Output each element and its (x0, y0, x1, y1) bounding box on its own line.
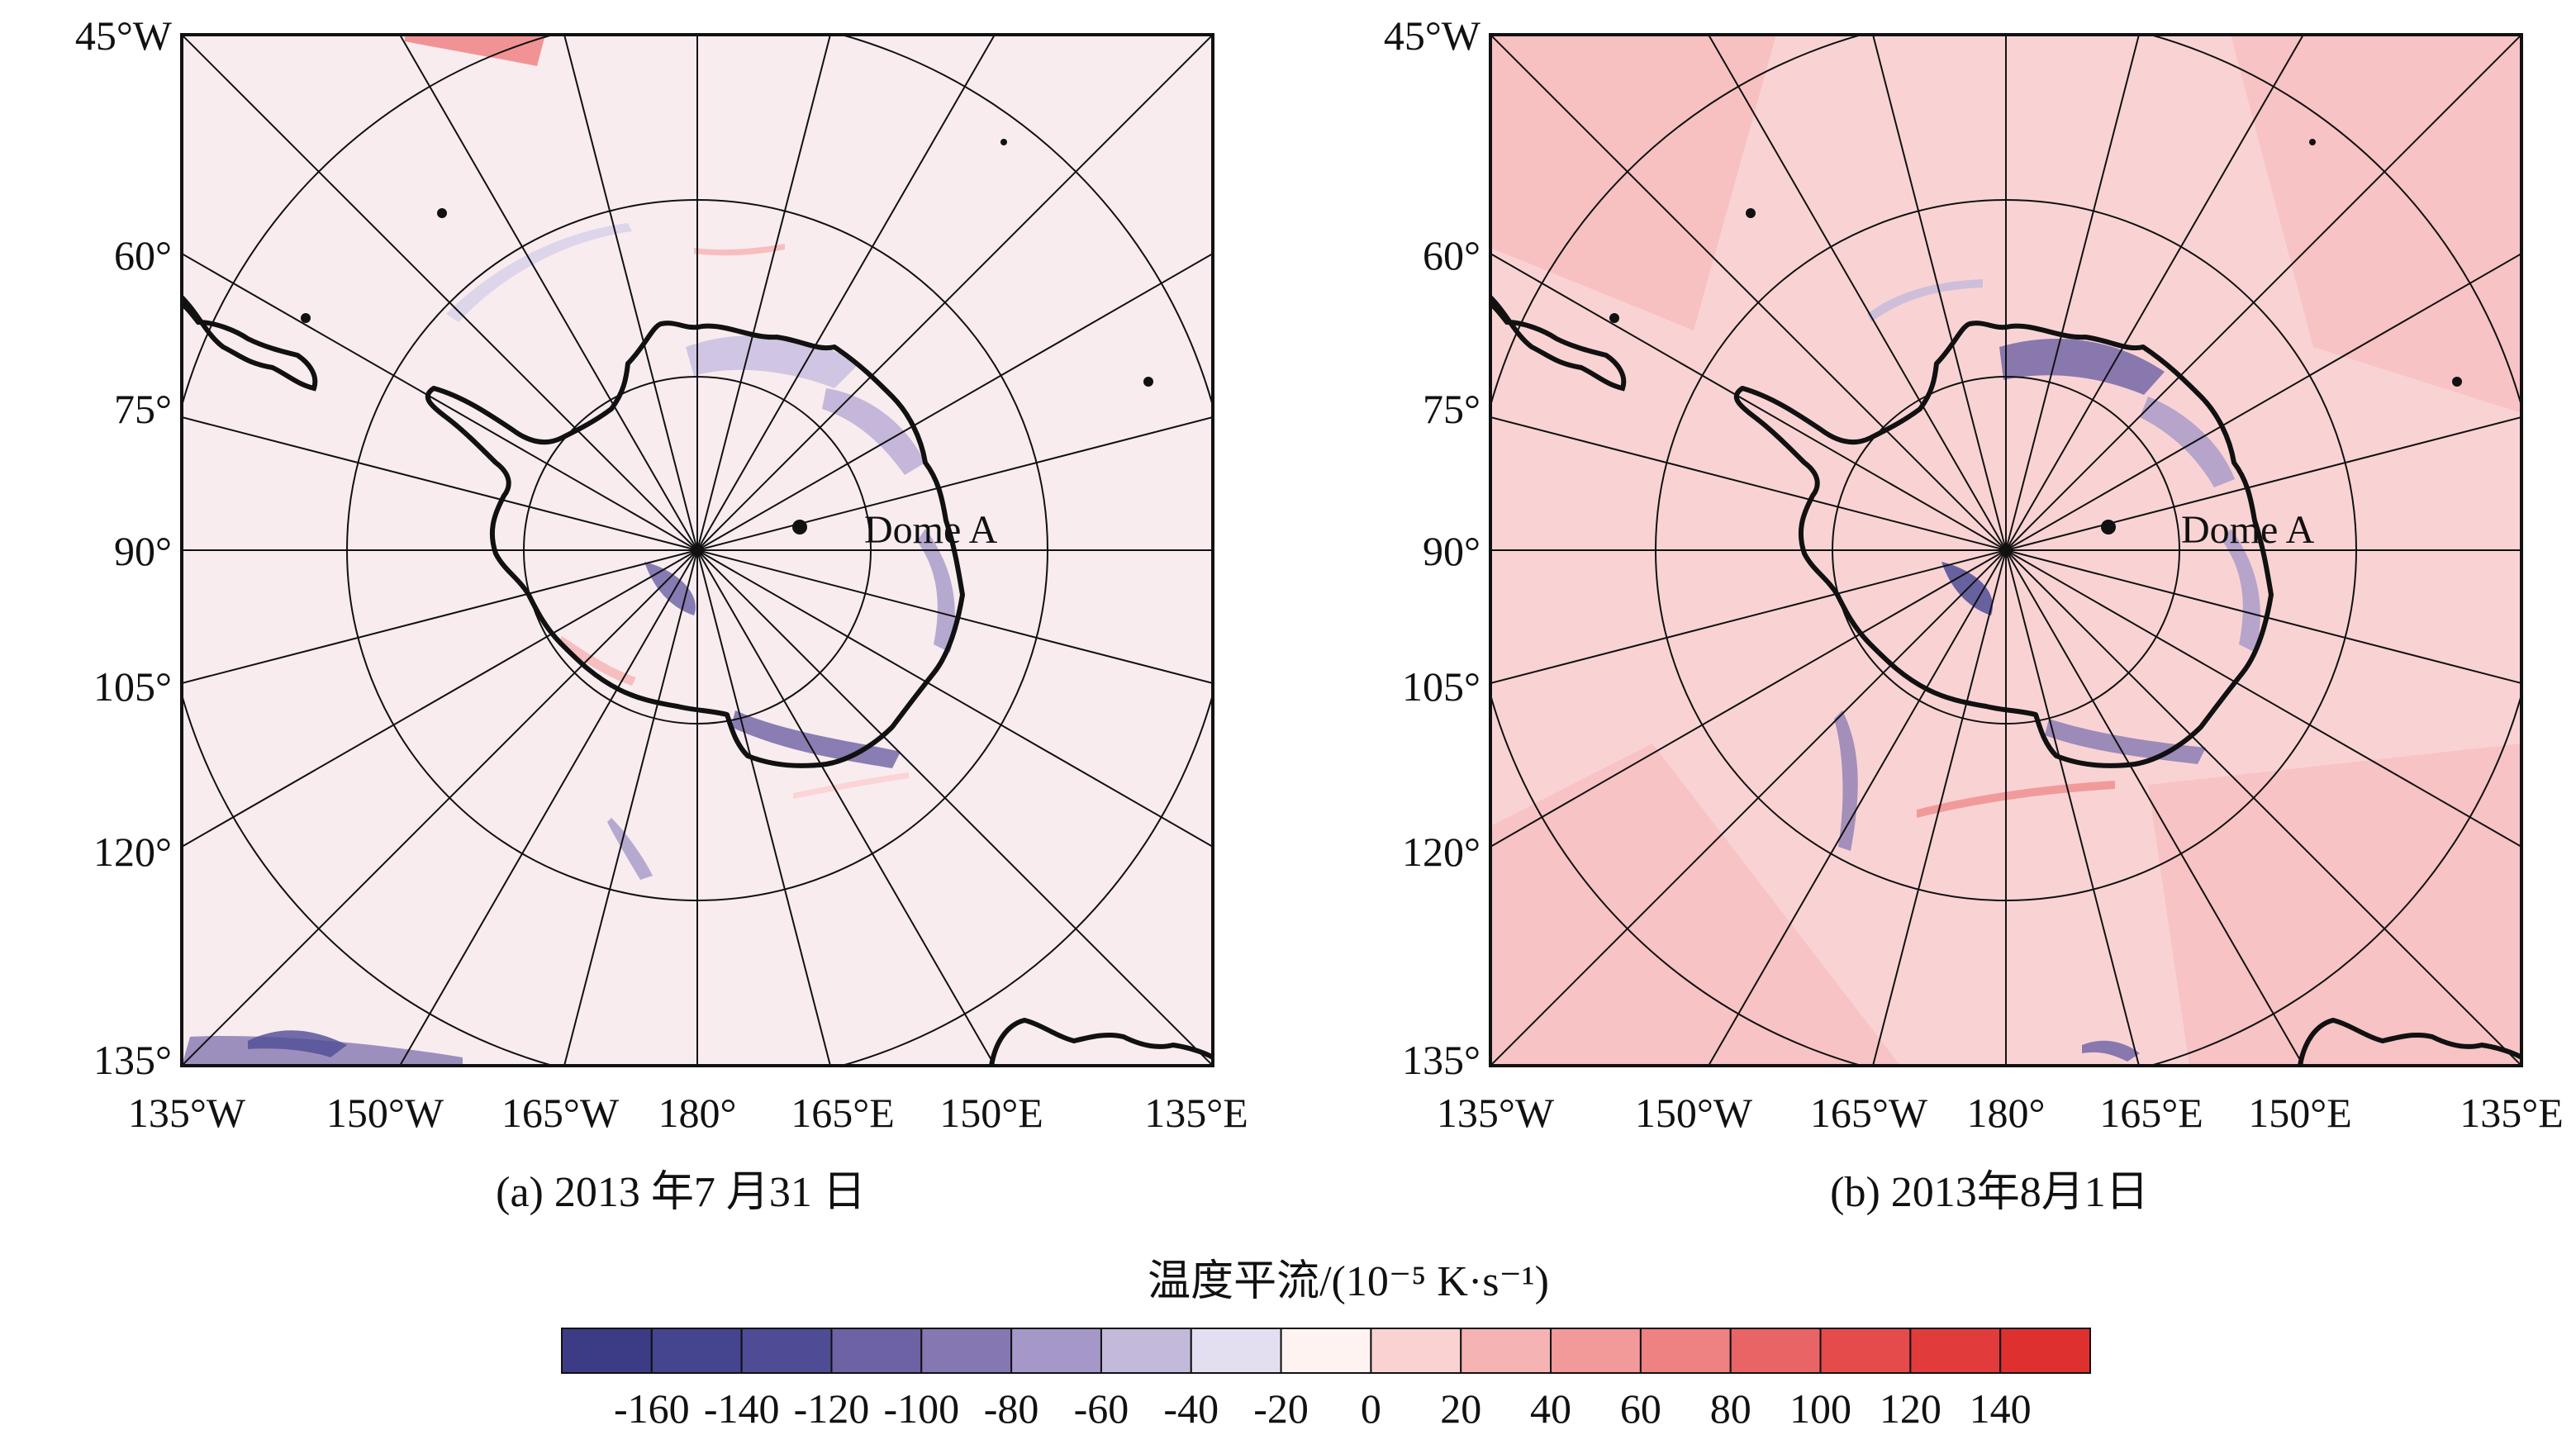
svg-text:180°: 180° (658, 1090, 737, 1136)
map-a-field (182, 35, 955, 1066)
svg-text:135°: 135° (1402, 1037, 1480, 1083)
colorbar-tick-label: -20 (1253, 1385, 1309, 1432)
svg-text:150°W: 150°W (1635, 1090, 1753, 1136)
colorbar-swatch (920, 1328, 1013, 1374)
colorbar-tick-label: -80 (984, 1385, 1039, 1432)
svg-text:150°E: 150°E (2248, 1090, 2352, 1136)
svg-text:120°: 120° (1402, 829, 1480, 875)
map-b-graticule (1490, 35, 2521, 1066)
map-panel-a: Dome A 45°W 60° 75° 90° 105° 120° 135° 1… (75, 12, 1248, 1216)
svg-text:165°E: 165°E (2099, 1090, 2203, 1136)
colorbar-tick-label: 0 (1361, 1385, 1381, 1432)
caption-b: (b) 2013年8月1日 (1830, 1169, 2149, 1216)
svg-text:150°W: 150°W (326, 1090, 444, 1136)
antarctica-coastline-b (1733, 321, 2274, 768)
colorbar-tick-label: 120 (1880, 1385, 1942, 1432)
svg-text:45°W: 45°W (75, 12, 173, 59)
map-panel-b: Dome A 45°W 60° 75° 90° 105° 120° 135° 1… (1384, 12, 2564, 1216)
map-b-bottom-labels: 135°W 150°W 165°W 180° 165°E 150°E 135°E (1437, 1090, 2564, 1136)
svg-text:165°W: 165°W (501, 1090, 620, 1136)
colorbar-swatch (1460, 1328, 1552, 1374)
colorbar-swatch (1909, 1328, 2002, 1374)
australia-coastline-b (2298, 1017, 2523, 1067)
svg-text:135°E: 135°E (1144, 1090, 1248, 1136)
svg-text:45°W: 45°W (1384, 12, 1481, 59)
map-b-field (1490, 35, 2521, 1066)
svg-text:180°: 180° (1967, 1090, 2046, 1136)
map-b-left-labels: 45°W 60° 75° 90° 105° 120° 135° (1384, 12, 1481, 1083)
svg-text:135°W: 135°W (1437, 1090, 1555, 1136)
svg-text:120°: 120° (93, 829, 172, 875)
south-america-coastline-a (179, 295, 318, 392)
svg-text:165°E: 165°E (791, 1090, 895, 1136)
colorbar-swatch (1100, 1328, 1192, 1374)
colorbar-tick-label: -160 (614, 1385, 690, 1432)
colorbar-swatch (1190, 1328, 1282, 1374)
colorbar: 温度平流/(10⁻⁵ K·s⁻¹) -160 -140 -120 -100 -80 -60… (561, 1258, 2092, 1432)
colorbar-tick-label: -40 (1163, 1385, 1219, 1432)
colorbar-swatch (1370, 1328, 1462, 1374)
colorbar-swatch (1729, 1328, 1822, 1374)
colorbar-swatch (561, 1328, 653, 1374)
svg-text:165°W: 165°W (1810, 1090, 1928, 1136)
map-a-graticule (182, 35, 1213, 1066)
colorbar-tick-label: 20 (1440, 1385, 1481, 1432)
svg-text:135°E: 135°E (2460, 1090, 2564, 1136)
dome-a-label-b: Dome A (2181, 508, 2315, 552)
colorbar-tick-label: 40 (1530, 1385, 1571, 1432)
svg-text:135°: 135° (93, 1037, 172, 1083)
colorbar-swatch (740, 1328, 833, 1374)
colorbar-tick-label: -120 (794, 1385, 870, 1432)
south-america-coastline-b (1488, 295, 1627, 392)
svg-text:135°W: 135°W (128, 1090, 246, 1136)
colorbar-tick-label: 80 (1710, 1385, 1751, 1432)
colorbar-swatch (650, 1328, 743, 1374)
map-a-frame (180, 33, 1214, 1067)
colorbar-swatch (1999, 1328, 2092, 1374)
map-b-frame (1489, 33, 2523, 1067)
svg-text:90°: 90° (1423, 528, 1480, 574)
dome-a-label-a: Dome A (864, 508, 998, 552)
dome-a-marker-a (792, 520, 807, 534)
colorbar-swatch (1010, 1328, 1102, 1374)
colorbar-swatch (1550, 1328, 1642, 1374)
caption-a: (a) 2013 年7 月31 日 (496, 1169, 866, 1216)
colorbar-swatch (830, 1328, 923, 1374)
colorbar-tick-label: 140 (1970, 1385, 2032, 1432)
colorbar-swatch (1280, 1328, 1372, 1374)
map-a-left-labels: 45°W 60° 75° 90° 105° 120° 135° (75, 12, 173, 1083)
antarctica-coastline-a (425, 321, 965, 768)
colorbar-swatches (561, 1328, 2092, 1374)
svg-text:105°: 105° (93, 663, 172, 710)
svg-text:60°: 60° (114, 232, 172, 278)
colorbar-tick-labels: -160 -140 -120 -100 -80 -60 -40 -20 0 20 40 60 80 100… (614, 1385, 2032, 1432)
svg-text:90°: 90° (114, 528, 172, 574)
svg-text:75°: 75° (114, 386, 172, 432)
colorbar-tick-label: 100 (1789, 1385, 1851, 1432)
svg-text:105°: 105° (1402, 663, 1480, 710)
svg-text:60°: 60° (1423, 232, 1480, 278)
colorbar-swatch (1819, 1328, 1912, 1374)
colorbar-title: 温度平流/(10⁻⁵ K·s⁻¹) (1148, 1258, 1549, 1305)
colorbar-tick-label: -100 (883, 1385, 959, 1432)
colorbar-tick-label: 60 (1620, 1385, 1661, 1432)
colorbar-swatch (1639, 1328, 1732, 1374)
australia-coastline-a (989, 1017, 1214, 1067)
colorbar-tick-label: -60 (1074, 1385, 1129, 1432)
svg-text:150°E: 150°E (939, 1090, 1043, 1136)
map-a-bottom-labels: 135°W 150°W 165°W 180° 165°E 150°E 135°E (128, 1090, 1248, 1136)
colorbar-tick-label: -140 (704, 1385, 780, 1432)
dome-a-marker-b (2101, 520, 2116, 534)
svg-text:75°: 75° (1423, 386, 1480, 432)
